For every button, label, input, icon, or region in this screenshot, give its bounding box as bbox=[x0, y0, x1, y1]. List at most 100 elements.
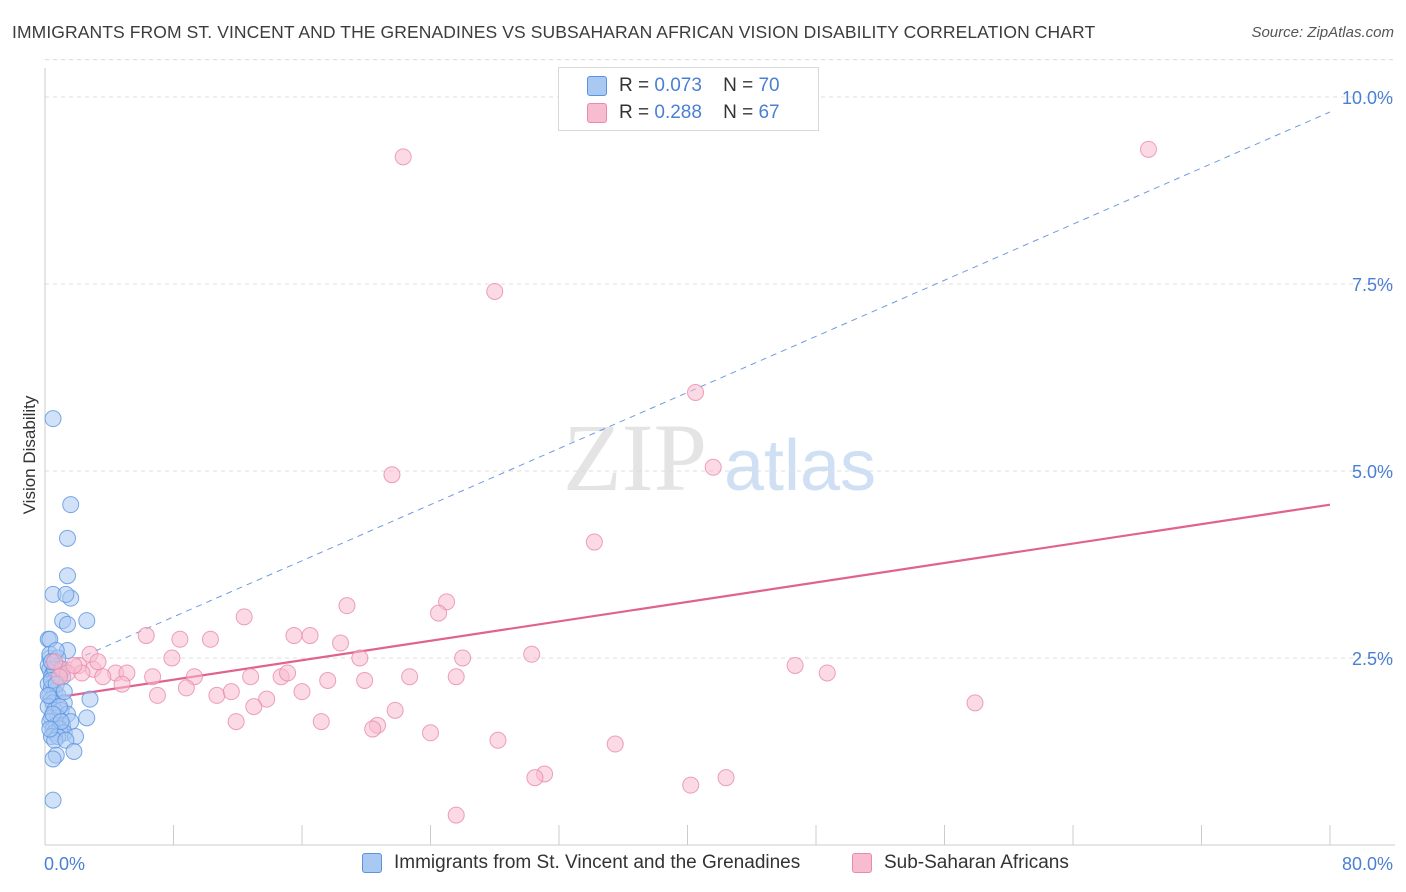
data-point-pink bbox=[486, 282, 504, 300]
data-point-pink bbox=[717, 769, 735, 787]
data-point-pink bbox=[356, 671, 374, 689]
data-point-blue bbox=[55, 683, 73, 701]
data-point-pink bbox=[966, 694, 984, 712]
trend-line-pink bbox=[44, 503, 1331, 701]
bottom-legend-item-pink: Sub-Saharan Africans bbox=[852, 852, 1069, 874]
bottom-legend-label: Immigrants from St. Vincent and the Gren… bbox=[394, 852, 801, 873]
data-point-pink bbox=[394, 148, 412, 166]
stats-legend: R = 0.073 N = 70 R = 0.288 N = 67 bbox=[558, 67, 819, 131]
legend-n-label: N = bbox=[723, 102, 754, 123]
data-point-pink bbox=[454, 649, 472, 667]
data-point-pink bbox=[312, 713, 330, 731]
data-point-pink bbox=[148, 686, 166, 704]
data-point-pink bbox=[1139, 140, 1157, 158]
data-point-pink bbox=[818, 664, 836, 682]
y-tick-label: 7.5% bbox=[1352, 275, 1393, 295]
legend-r-label: R = bbox=[619, 102, 650, 123]
legend-row-pink: R = 0.288 N = 67 bbox=[587, 102, 780, 124]
trend-lines bbox=[44, 111, 1331, 701]
data-point-pink bbox=[285, 627, 303, 645]
data-point-pink bbox=[293, 683, 311, 701]
legend-n-value: 70 bbox=[758, 75, 780, 96]
axes bbox=[44, 68, 1395, 846]
data-point-blue bbox=[39, 686, 57, 704]
legend-n-value: 67 bbox=[758, 102, 780, 123]
bottom-legend-label: Sub-Saharan Africans bbox=[884, 852, 1069, 873]
data-point-blue bbox=[78, 612, 96, 630]
data-point-pink bbox=[351, 649, 369, 667]
data-point-blue bbox=[41, 720, 59, 738]
data-point-pink bbox=[319, 671, 337, 689]
legend-swatch-pink bbox=[587, 103, 607, 123]
y-tick-label: 2.5% bbox=[1352, 649, 1393, 669]
watermark-atlas: atlas bbox=[724, 426, 876, 506]
bottom-legend-swatch-blue bbox=[362, 853, 382, 873]
x-tick-label: 0.0% bbox=[44, 854, 85, 874]
chart-title: IMMIGRANTS FROM ST. VINCENT AND THE GREN… bbox=[12, 22, 1096, 42]
data-point-blue bbox=[81, 690, 99, 708]
legend-r-value: 0.073 bbox=[654, 75, 702, 96]
data-point-pink bbox=[227, 713, 245, 731]
legend-row-blue: R = 0.073 N = 70 bbox=[587, 75, 780, 97]
data-point-pink bbox=[704, 458, 722, 476]
legend-r-label: R = bbox=[619, 75, 650, 96]
data-point-blue bbox=[65, 743, 83, 760]
data-point-pink bbox=[386, 701, 404, 719]
data-point-pink bbox=[786, 656, 804, 674]
watermark-zip: ZIP bbox=[563, 404, 707, 511]
data-point-pink bbox=[430, 604, 448, 622]
data-point-pink bbox=[258, 690, 276, 708]
y-tick-label: 5.0% bbox=[1352, 462, 1393, 482]
data-point-pink bbox=[687, 383, 705, 401]
data-point-pink bbox=[301, 627, 319, 645]
data-point-pink bbox=[46, 653, 64, 671]
data-point-pink bbox=[222, 683, 240, 701]
data-point-blue bbox=[57, 585, 75, 603]
data-point-blue bbox=[44, 791, 62, 809]
data-point-pink bbox=[401, 668, 419, 686]
data-point-blue bbox=[78, 709, 96, 727]
data-point-pink bbox=[585, 533, 603, 551]
data-point-blue bbox=[58, 615, 76, 633]
data-point-pink bbox=[364, 720, 382, 738]
data-point-blue bbox=[44, 750, 62, 768]
data-point-pink bbox=[606, 735, 624, 753]
data-point-pink bbox=[526, 769, 544, 787]
data-point-pink bbox=[137, 627, 155, 645]
data-point-pink bbox=[279, 664, 297, 682]
data-point-pink bbox=[682, 776, 700, 794]
data-point-pink bbox=[89, 653, 107, 671]
data-point-pink bbox=[50, 668, 68, 686]
data-point-pink bbox=[94, 668, 112, 686]
data-point-pink bbox=[338, 597, 356, 615]
data-point-pink bbox=[523, 645, 541, 663]
data-point-blue bbox=[58, 529, 76, 547]
trend-line-blue bbox=[44, 111, 1331, 674]
data-points bbox=[39, 140, 1157, 824]
gridlines bbox=[45, 59, 1395, 659]
data-point-pink bbox=[144, 668, 162, 686]
data-point-pink bbox=[113, 675, 131, 693]
legend-r-value: 0.288 bbox=[654, 102, 702, 123]
x-tick-label: 80.0% bbox=[1342, 854, 1393, 874]
data-point-pink bbox=[422, 724, 439, 742]
data-point-pink bbox=[201, 630, 219, 648]
data-point-pink bbox=[171, 630, 189, 648]
data-point-pink bbox=[332, 634, 350, 652]
legend-n-label: N = bbox=[723, 75, 754, 96]
bottom-legend-item-blue: Immigrants from St. Vincent and the Gren… bbox=[362, 852, 800, 874]
bottom-legend-swatch-pink bbox=[852, 853, 872, 873]
tick-labels: 2.5% 5.0% 7.5% 10.0% 0.0% 80.0% bbox=[44, 88, 1393, 874]
data-point-pink bbox=[163, 649, 181, 667]
data-point-pink bbox=[242, 668, 260, 686]
data-point-blue bbox=[44, 410, 62, 428]
data-point-pink bbox=[383, 466, 401, 484]
data-point-pink bbox=[245, 698, 263, 716]
data-point-pink bbox=[447, 806, 465, 824]
data-point-pink bbox=[208, 686, 226, 704]
data-point-pink bbox=[489, 731, 507, 749]
legend-swatch-blue bbox=[587, 76, 607, 96]
source-label: Source: ZipAtlas.com bbox=[1251, 24, 1394, 41]
data-point-pink bbox=[235, 608, 253, 626]
